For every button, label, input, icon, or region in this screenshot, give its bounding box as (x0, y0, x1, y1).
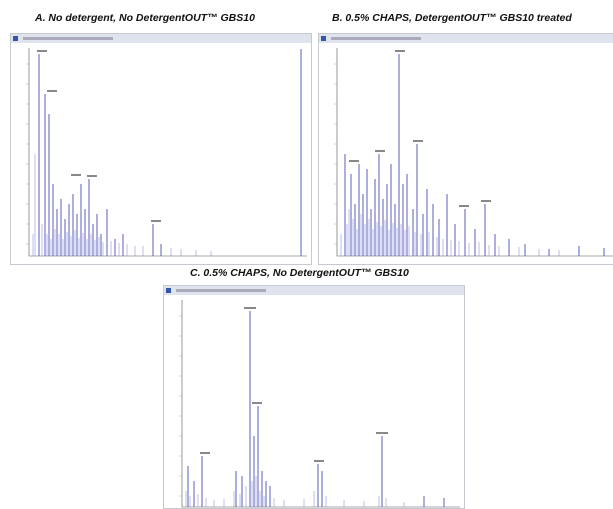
spectrum (11, 34, 311, 257)
spectrum-screenshot (318, 33, 613, 265)
panel-title: B. 0.5% CHAPS, DetergentOUT™ GBS10 treat… (332, 12, 572, 24)
spectrum (319, 34, 613, 257)
spectrum (164, 286, 464, 508)
spectrum-screenshot (10, 33, 312, 265)
spectrum-screenshot (163, 285, 465, 509)
panel-title: A. No detergent, No DetergentOUT™ GBS10 (35, 12, 255, 24)
panel-title: C. 0.5% CHAPS, No DetergentOUT™ GBS10 (190, 267, 409, 279)
